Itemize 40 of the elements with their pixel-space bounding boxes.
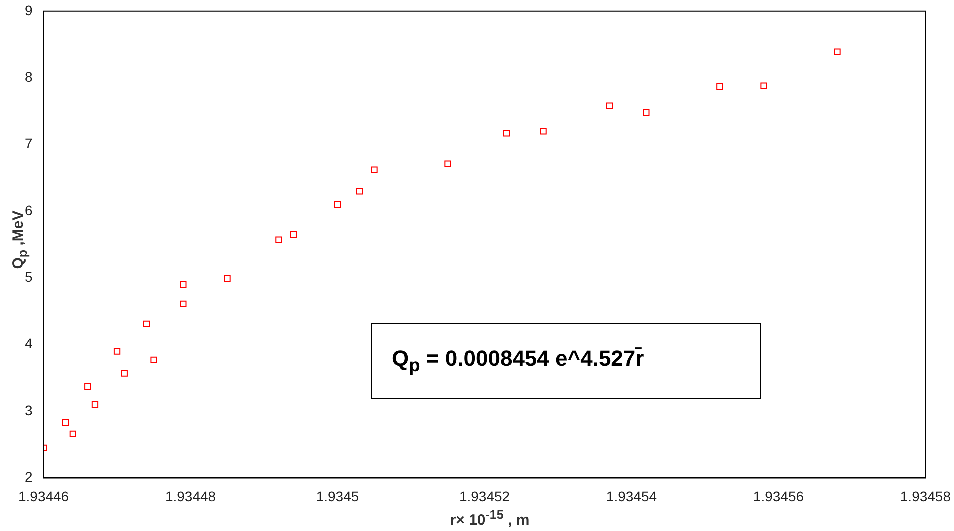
point	[606, 102, 614, 110]
y-tick-label: 4	[24, 336, 33, 352]
point	[643, 109, 650, 116]
point	[356, 188, 364, 195]
point	[114, 348, 121, 355]
point	[92, 402, 99, 408]
point	[84, 384, 92, 390]
point	[444, 160, 452, 168]
point	[70, 430, 77, 438]
point	[150, 356, 158, 364]
point	[180, 300, 187, 308]
point	[62, 420, 70, 426]
point	[760, 82, 768, 90]
point	[121, 370, 128, 377]
y-tick-label: 5	[24, 269, 33, 285]
x-axis-title: r× 10$^{-15}$ , m	[449, 508, 531, 529]
x-tick-label: 1.93452	[459, 488, 510, 504]
point	[276, 236, 282, 244]
y-tick-label: 3	[24, 402, 33, 418]
point	[143, 320, 150, 328]
point	[716, 83, 724, 90]
point	[224, 275, 231, 282]
point	[334, 201, 342, 208]
point	[180, 281, 187, 288]
y-tick-label: 9	[24, 2, 33, 18]
y-tick-label: 7	[24, 136, 33, 152]
x-tick-label: 1.93448	[165, 488, 216, 504]
point	[290, 231, 297, 238]
point	[834, 48, 841, 56]
point	[540, 128, 547, 135]
point	[371, 166, 378, 174]
x-tick-label: 1.93456	[753, 488, 804, 504]
x-tick-label: 1.93458	[900, 488, 952, 504]
x-tick-label: 1.93454	[606, 488, 658, 504]
annotation: Q$_{p}$ = 0.0008454 e^4.527r̄	[371, 323, 761, 399]
y-tick-label: 2	[24, 469, 33, 486]
point	[503, 130, 510, 137]
y-tick-label: 8	[24, 68, 33, 85]
x-tick-label: 1.9345	[316, 488, 360, 504]
x-tick-label: 1.93446	[18, 488, 70, 504]
